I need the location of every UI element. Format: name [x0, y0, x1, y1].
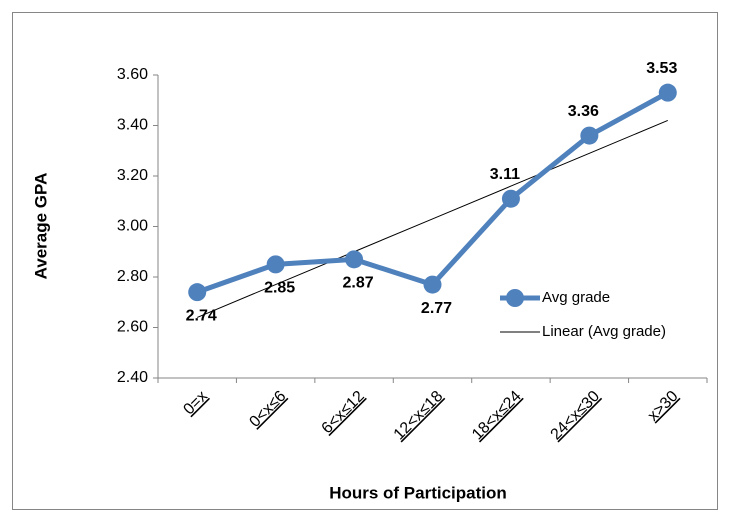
- y-tick-label: 2.60: [117, 319, 148, 336]
- y-tick-label: 2.80: [117, 268, 148, 285]
- y-tick-label: 3.40: [117, 117, 148, 134]
- data-point: [266, 255, 285, 274]
- y-tick-label: 3.20: [117, 167, 148, 184]
- y-tick-label: 3.60: [117, 66, 148, 83]
- data-label: 2.87: [343, 275, 374, 292]
- data-label: 2.77: [421, 300, 452, 317]
- data-label: 2.85: [264, 280, 295, 297]
- x-axis-title: Hours of Participation: [329, 483, 507, 502]
- data-point: [501, 189, 520, 208]
- data-label: 3.53: [646, 60, 677, 77]
- data-label: 2.74: [186, 307, 217, 324]
- trendline: [197, 119, 668, 318]
- legend-label: Linear (Avg grade): [542, 323, 666, 340]
- data-point: [658, 83, 677, 102]
- data-point: [580, 126, 599, 145]
- legend-marker: [506, 289, 524, 307]
- data-point: [423, 275, 442, 294]
- y-tick-label: 2.40: [117, 369, 148, 386]
- y-tick-label: 3.00: [117, 218, 148, 235]
- data-label: 3.36: [568, 103, 599, 120]
- legend-label: Avg grade: [542, 289, 610, 306]
- data-point: [188, 283, 207, 302]
- data-point: [345, 250, 364, 269]
- data-label: 3.11: [490, 166, 520, 183]
- y-axis-title: Average GPA: [31, 173, 50, 280]
